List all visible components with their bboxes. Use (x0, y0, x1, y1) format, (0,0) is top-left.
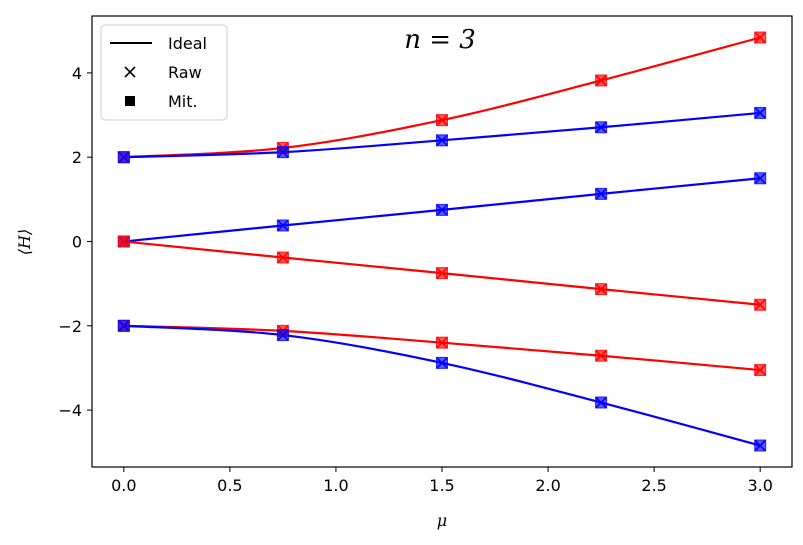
raw-marker (754, 439, 766, 452)
raw-marker (595, 350, 607, 362)
raw-marker (118, 151, 130, 163)
legend-x-swatch (124, 66, 136, 78)
x-tick-label: 1.5 (429, 476, 454, 495)
raw-marker (277, 146, 289, 158)
raw-marker (436, 337, 448, 349)
raw-marker (277, 219, 289, 232)
raw-marker (595, 396, 607, 409)
x-tick-label: 1.0 (323, 476, 348, 495)
legend-square-swatch (125, 96, 135, 106)
y-axis-ticks: −4 −2 0 2 4 (58, 64, 92, 420)
legend-label-raw: Raw (168, 63, 202, 82)
raw-marker (754, 299, 766, 311)
legend: Ideal Raw Mit. (100, 24, 228, 121)
marker-layer (117, 31, 767, 452)
y-tick-label: −4 (58, 401, 82, 420)
raw-marker (436, 357, 448, 369)
x-tick-label: 0.5 (217, 476, 242, 495)
y-tick-label: −2 (58, 317, 82, 336)
x-tick-label: 0.0 (111, 476, 136, 495)
y-axis-label: ⟨H⟩ (15, 229, 34, 255)
raw-marker (595, 188, 607, 200)
legend-box (100, 24, 228, 121)
raw-marker (436, 114, 448, 126)
raw-marker (436, 204, 448, 216)
raw-marker (595, 121, 607, 133)
legend-label-ideal: Ideal (168, 34, 207, 53)
raw-marker (754, 364, 766, 376)
raw-marker (277, 251, 289, 264)
raw-marker (754, 31, 766, 44)
raw-marker (754, 172, 766, 184)
y-tick-label: 2 (72, 148, 82, 167)
y-tick-label: 0 (72, 233, 82, 252)
raw-marker (118, 320, 130, 332)
x-tick-label: 2.0 (535, 476, 560, 495)
raw-marker (436, 134, 448, 146)
chart-title: n = 3 (404, 25, 476, 55)
raw-marker (754, 107, 766, 119)
x-axis-label: μ (437, 511, 447, 530)
x-tick-label: 2.5 (641, 476, 666, 495)
raw-marker (277, 329, 289, 341)
legend-label-mit: Mit. (168, 92, 198, 111)
raw-marker (436, 267, 448, 279)
raw-marker (595, 283, 607, 295)
x-tick-label: 3.0 (747, 476, 772, 495)
x-axis-ticks: 0.0 0.5 1.0 1.5 2.0 2.5 3.0 (111, 467, 773, 495)
raw-marker (595, 74, 607, 87)
raw-marker (118, 235, 130, 248)
y-tick-label: 4 (72, 64, 82, 83)
